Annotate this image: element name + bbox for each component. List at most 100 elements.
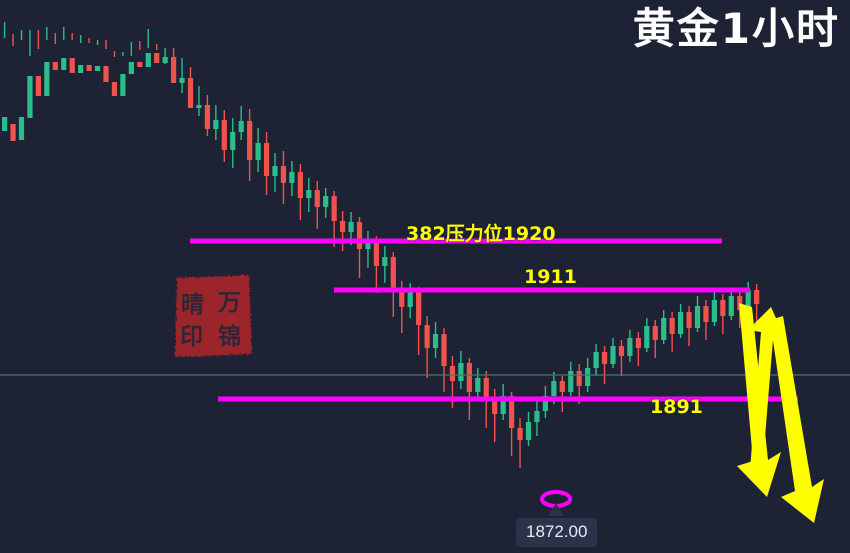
candle-body [162,57,168,63]
candle-body [255,143,261,160]
candle-body [711,300,717,322]
candle-body [78,65,84,73]
page-title: 黄金1小时 [632,4,840,53]
candle-body [306,190,312,198]
level-label-1911: 1911 [524,266,577,288]
candle-body [145,53,151,67]
candle-body [517,428,523,440]
candle-body [128,62,134,74]
candle-body [441,334,447,366]
candle-series [1,22,760,468]
candle-body [340,221,346,232]
candle-body [661,318,667,340]
candle-body [601,352,608,364]
candle-body [120,74,126,96]
candle-body [551,381,557,396]
candle-body [483,378,489,398]
candle-body [221,120,227,150]
candle-body [678,312,684,334]
current-price-tag[interactable]: 1872.00 [516,518,598,547]
candle-body [382,257,388,266]
candle-body [652,326,658,340]
candle-body [373,241,379,266]
candle-body [745,290,751,310]
candle-body [154,53,160,63]
candle-body [585,368,591,386]
candle-body [171,57,177,83]
candle-body [458,363,464,381]
candle-body [424,325,430,348]
projection-arrow-down-2[interactable] [770,316,824,523]
candle-body [18,117,25,140]
candle-body [720,300,726,316]
candle-body [331,196,337,221]
candle-body [618,346,625,356]
candle-body [86,65,92,71]
candle-body [525,422,532,440]
candle-body [213,120,219,129]
candle-body [432,334,439,348]
candle-body [35,76,41,96]
candle-body [280,166,287,183]
candle-body [94,66,101,71]
candle-body [644,326,650,348]
candle-body [686,312,692,328]
candle-body [230,132,236,150]
candle-body [1,117,8,131]
candle-body [737,296,743,310]
candle-body [187,78,194,108]
candle-body [289,172,295,183]
candle-body [27,76,33,118]
candle-body [509,396,515,428]
projection-arrow-up-1[interactable] [748,307,784,474]
candle-body [179,78,185,83]
projection-arrow-group[interactable] [737,303,824,523]
candle-body [449,366,456,381]
candle-body [390,257,396,288]
candle-body [407,292,413,307]
candle-body [238,121,244,132]
candle-body [416,292,422,325]
candle-body [542,396,548,411]
candle-body [196,105,202,108]
candle-body [576,371,582,386]
candle-body [399,288,405,307]
candle-body [534,411,540,422]
candle-body [669,318,675,334]
candle-body [703,306,709,322]
level-label-1891: 1891 [650,396,703,418]
candle-body [263,143,270,176]
price-tag-pointer [548,503,564,516]
candle-body [627,338,633,356]
current-price-marker-core [550,496,562,502]
candle-body [568,371,574,392]
candle-body [559,381,565,392]
candle-body [103,66,109,82]
level-line-group[interactable] [190,238,798,402]
candle-body [492,398,498,414]
candle-body [272,166,278,176]
candle-body [10,124,16,141]
candle-body [204,105,210,129]
candle-body [475,378,481,392]
candle-body [297,172,303,198]
candle-body [610,346,616,364]
candle-body [247,121,253,160]
candle-body [728,296,734,316]
candle-body [635,338,641,348]
candle-body [365,241,371,249]
candle-body [754,290,760,304]
candle-body [694,306,701,328]
candle-body [500,396,506,414]
candle-body [111,82,118,96]
candle-body [61,58,67,70]
candle-body [593,352,599,368]
candle-body [52,62,58,70]
resistance-label-1920: 382压力位1920 [406,223,556,245]
candle-body [356,222,363,249]
candle-body [348,222,354,232]
candle-body [69,58,75,73]
